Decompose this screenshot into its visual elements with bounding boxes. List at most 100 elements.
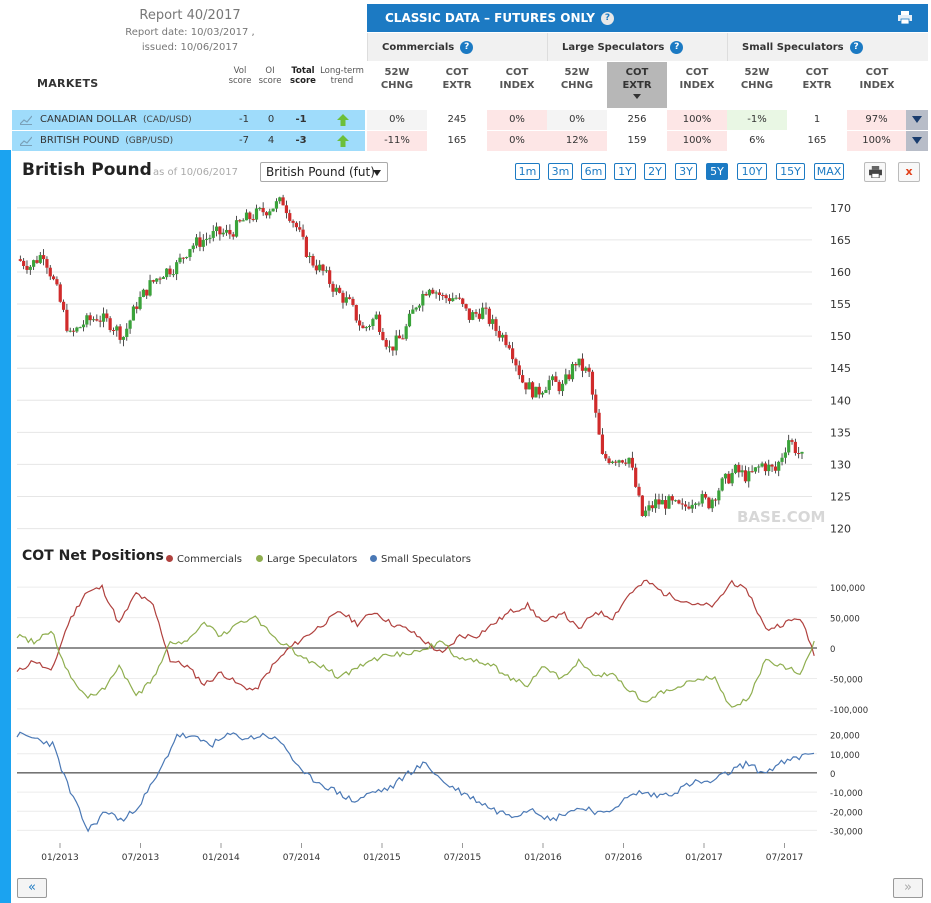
help-icon[interactable]: ? <box>849 40 863 54</box>
sub-header-6[interactable]: 52W CHNG <box>740 67 774 91</box>
oi-score: 0 <box>267 114 275 125</box>
candle-body <box>464 304 468 309</box>
printer-icon[interactable] <box>898 11 912 24</box>
x-tick-label: 07/2015 <box>444 853 481 863</box>
range-button-1y[interactable]: 1Y <box>614 163 636 180</box>
candle-body <box>537 386 541 395</box>
candle-body <box>770 464 774 467</box>
oi-score-header[interactable]: OI score <box>257 66 283 86</box>
candle-body <box>644 510 648 516</box>
y-tick-label: 160 <box>830 266 851 279</box>
print-chart-button[interactable] <box>864 162 886 182</box>
candle-body <box>394 335 398 351</box>
report-info: Report 40/2017 Report date: 10/03/2017 ,… <box>90 8 290 55</box>
candle-body <box>261 207 265 213</box>
candle-body <box>737 464 741 473</box>
candle-body <box>201 239 205 247</box>
row-market-cell <box>12 110 365 130</box>
sub-header-0[interactable]: 52W CHNG <box>380 67 414 91</box>
candle-body <box>723 473 728 479</box>
legend-dot <box>370 555 377 562</box>
vol-score: -1 <box>239 114 249 125</box>
total-header-line1: Total <box>291 66 315 76</box>
x-tick-label: 01/2014 <box>202 853 240 863</box>
cot-net-chart: -100,000 -50,000 0 50,000 100,000 -30,000 -20,… <box>16 579 868 863</box>
help-icon[interactable]: ? <box>601 11 614 25</box>
candle-body <box>477 313 481 319</box>
candle-body <box>437 292 442 295</box>
instrument-select[interactable]: British Pound (fut) <box>260 162 388 182</box>
range-button-6m[interactable]: 6m <box>581 163 606 180</box>
market-name[interactable]: BRITISH POUND (GBP/USD) <box>40 135 174 146</box>
candle-body <box>680 503 684 505</box>
chart-title: British Pound <box>22 160 152 180</box>
sub-header-8[interactable]: COT INDEX <box>859 67 895 91</box>
candle-body <box>281 197 285 206</box>
candle-body <box>707 497 711 509</box>
candle-body <box>358 320 362 326</box>
sub-header-7[interactable]: COT EXTR <box>802 67 832 91</box>
row-cell: 1 <box>813 114 821 125</box>
y-tick-label: 10,000 <box>830 751 860 761</box>
sub-header-5[interactable]: COT INDEX <box>679 67 715 91</box>
sub-header-1[interactable]: COT EXTR <box>442 67 472 91</box>
candle-body <box>687 506 691 509</box>
candle-body <box>111 330 116 332</box>
candle-body <box>517 365 521 376</box>
series-line-large-speculators <box>16 615 815 708</box>
candle-body <box>384 339 388 347</box>
sub-header-3[interactable]: 52W CHNG <box>560 67 594 91</box>
candle-body <box>138 296 142 309</box>
range-button-1m[interactable]: 1m <box>515 163 540 180</box>
chart-icon[interactable] <box>20 136 32 146</box>
range-button-5y[interactable]: 5Y <box>706 163 728 180</box>
range-button-3y[interactable]: 3Y <box>675 163 697 180</box>
y-tick-label: 155 <box>830 298 851 311</box>
candle-body <box>131 306 136 321</box>
candle-body <box>224 229 229 233</box>
previous-page-button[interactable]: « <box>17 878 47 898</box>
candle-body <box>713 499 718 501</box>
help-icon[interactable]: ? <box>460 40 474 54</box>
classic-data-bar: CLASSIC DATA – FUTURES ONLY ? <box>367 4 928 32</box>
legend-small-speculators[interactable]: Small Speculators <box>370 554 471 565</box>
report-date: Report date: 10/03/2017 , <box>125 27 255 38</box>
candle-body <box>165 268 169 278</box>
candle-body <box>793 441 797 454</box>
y-tick-label: 135 <box>830 426 851 439</box>
candle-body <box>308 255 312 257</box>
candle-body <box>461 298 465 305</box>
candle-body <box>254 208 259 220</box>
y-tick-label: 100,000 <box>830 584 865 594</box>
range-button-2y[interactable]: 2Y <box>644 163 666 180</box>
sub-header-2[interactable]: COT INDEX <box>499 67 535 91</box>
legend-commercials[interactable]: Commercials <box>166 554 242 565</box>
candle-body <box>594 394 598 413</box>
table-row[interactable]: BRITISH POUND (GBP/USD) -7 4 -3 -11% 165 0%… <box>12 131 928 151</box>
range-button-max[interactable]: MAX <box>814 163 844 180</box>
vol-score-header[interactable]: Vol score <box>228 66 252 86</box>
market-name[interactable]: CANADIAN DOLLAR (CAD/USD) <box>40 114 192 125</box>
y-tick-label: -10,000 <box>830 789 863 799</box>
range-button-10y[interactable]: 10Y <box>737 163 767 180</box>
range-button-15y[interactable]: 15Y <box>776 163 805 180</box>
sub-header-4[interactable]: COT EXTR <box>607 62 667 108</box>
row-dropdown-button[interactable] <box>906 131 928 151</box>
legend-large-speculators[interactable]: Large Speculators <box>256 554 357 565</box>
candle-body <box>121 336 126 340</box>
candle-body <box>141 289 145 297</box>
close-chart-button[interactable]: x <box>898 162 920 182</box>
range-button-3m[interactable]: 3m <box>548 163 573 180</box>
row-dropdown-button[interactable] <box>906 110 928 130</box>
help-icon[interactable]: ? <box>670 40 684 54</box>
candle-body <box>414 307 418 310</box>
table-row[interactable]: CANADIAN DOLLAR (CAD/USD) -1 0 -1 0% 245 0%… <box>12 110 928 130</box>
candle-body <box>32 260 36 267</box>
candle-body <box>238 220 242 222</box>
total-score: -3 <box>295 135 307 146</box>
next-page-button[interactable]: » <box>893 878 923 898</box>
candle-body <box>471 312 475 320</box>
total-score-header[interactable]: Total score <box>288 66 318 86</box>
trend-header[interactable]: Long-term trend <box>320 66 364 86</box>
chart-icon[interactable] <box>20 115 32 125</box>
